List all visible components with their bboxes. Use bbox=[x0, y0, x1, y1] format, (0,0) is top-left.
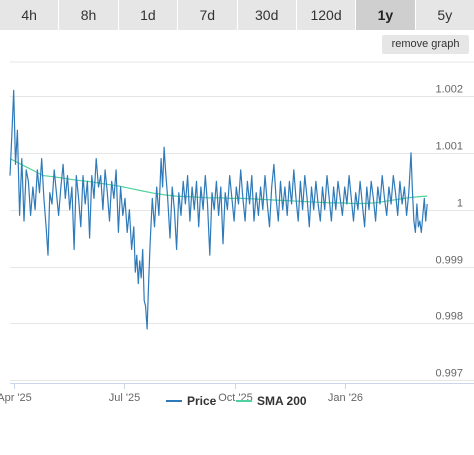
series-line-price bbox=[9, 89, 428, 330]
range-tab-5y[interactable]: 5y bbox=[415, 0, 474, 30]
range-tab-7d[interactable]: 7d bbox=[178, 0, 238, 30]
legend-label-sma-200: SMA 200 bbox=[257, 394, 307, 408]
range-tab-1d[interactable]: 1d bbox=[118, 0, 179, 30]
range-tab-30d[interactable]: 30d bbox=[237, 0, 297, 30]
range-tab-4h[interactable]: 4h bbox=[0, 0, 60, 30]
range-tab-1y[interactable]: 1y bbox=[356, 0, 416, 30]
y-tick-label: 1 bbox=[457, 198, 463, 210]
range-tab-8h[interactable]: 8h bbox=[59, 0, 119, 30]
y-tick-label: 0.999 bbox=[435, 255, 463, 267]
range-tab-120d[interactable]: 120d bbox=[296, 0, 357, 30]
time-range-selector: 4h 8h 1d 7d 30d 120d 1y 5y bbox=[0, 0, 474, 30]
y-tick-label: 1.001 bbox=[435, 141, 463, 153]
y-tick-label: 0.998 bbox=[435, 311, 463, 323]
x-tick-label: Oct '25 bbox=[218, 392, 253, 404]
remove-graph-button[interactable]: remove graph bbox=[382, 35, 469, 54]
y-tick-label: 0.997 bbox=[435, 368, 463, 380]
x-tick-label: Jul '25 bbox=[109, 392, 140, 404]
x-tick-label: Jan '26 bbox=[328, 392, 363, 404]
y-tick-label: 1.002 bbox=[435, 84, 463, 96]
x-tick-label: Apr '25 bbox=[0, 392, 32, 404]
legend-label-price: Price bbox=[187, 394, 217, 408]
